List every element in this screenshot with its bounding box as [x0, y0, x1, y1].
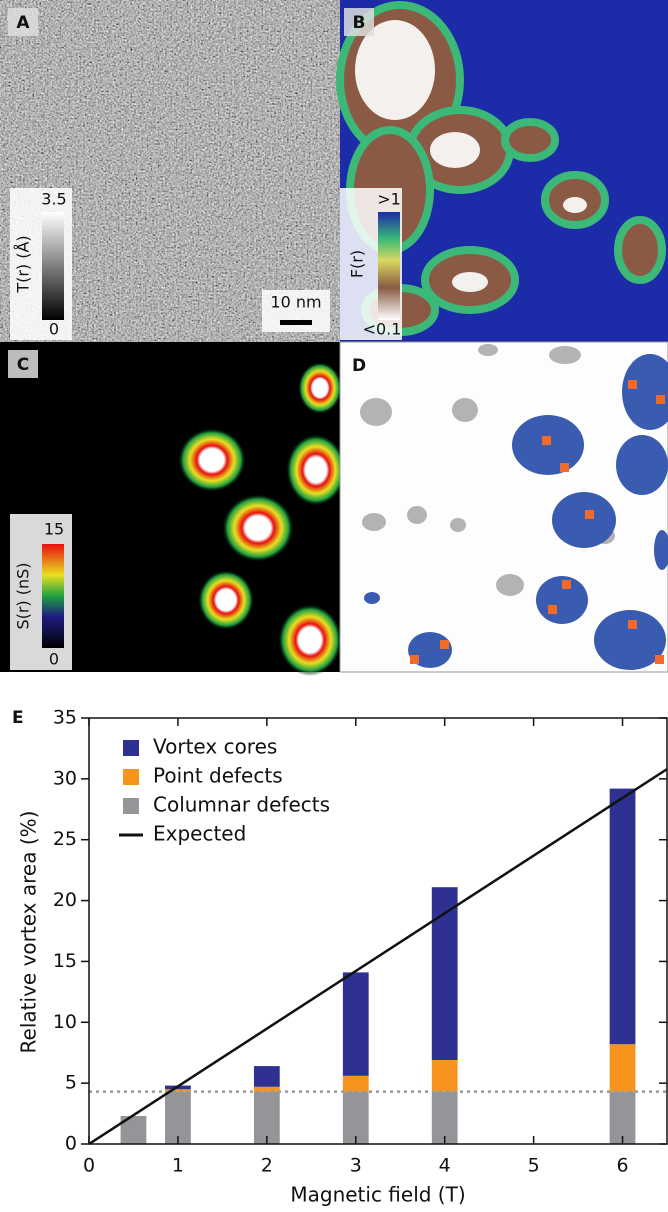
bar-segment [253, 1066, 280, 1087]
colorbar [42, 544, 64, 648]
chart: 0 5 10 15 20 25 30 35 0 1 2 3 4 5 6 Vortex cores Point d… [53, 707, 668, 1177]
legend-label: Expected [153, 822, 246, 846]
x-tick-label: 2 [261, 1155, 273, 1177]
y-axis-label: Relative vortex area (%) [17, 811, 41, 1054]
x-tick-label: 5 [528, 1155, 540, 1177]
vortex-cores-map [364, 354, 668, 670]
colorbar-min: 0 [49, 320, 59, 339]
image-d [339, 341, 668, 673]
point-defects-map [410, 380, 665, 664]
colorbar-max: 15 [44, 520, 64, 539]
bar-segment [165, 1089, 191, 1092]
bar-segment [431, 887, 458, 1061]
expected-line [88, 768, 668, 1146]
label-bg [8, 8, 38, 36]
colorbar-label: T(r) (Å) [14, 235, 33, 293]
colorbar-label: S(r) (nS) [14, 562, 33, 629]
bar-segment [165, 1091, 191, 1144]
bar-segment [609, 1044, 636, 1092]
y-tick-label: 25 [53, 828, 77, 850]
colorbar-min: 0 [49, 650, 59, 669]
map-b-highlights [355, 20, 587, 292]
colorbar [378, 212, 400, 320]
plot-frame [88, 717, 668, 1145]
legend-label: Columnar defects [153, 793, 330, 817]
legend-swatch [123, 740, 139, 756]
y-tick-label: 10 [53, 1011, 77, 1033]
y-tick-label: 5 [65, 1072, 77, 1094]
bar-segment [342, 1075, 369, 1092]
panel-label: A [16, 13, 30, 33]
y-tick-label: 35 [53, 707, 77, 729]
x-tick-label: 4 [439, 1155, 451, 1177]
panel-label: B [353, 13, 366, 33]
bar-segment [431, 1091, 458, 1144]
map-c [178, 362, 346, 676]
bar-segment [431, 1060, 458, 1092]
y-tick-label: 15 [53, 950, 77, 972]
panel-label: E [12, 708, 24, 728]
bar-segment [609, 788, 636, 1045]
colorbar [42, 212, 64, 320]
legend-label: Point defects [153, 764, 283, 788]
legend-swatch [123, 798, 139, 814]
colorbar-max: >1 [377, 190, 401, 209]
y-tick-label: 20 [53, 889, 77, 911]
x-tick-label: 3 [350, 1155, 362, 1177]
y-tick-label: 0 [65, 1133, 77, 1155]
x-tick-label: 0 [83, 1155, 95, 1177]
panel-label: D [352, 356, 366, 376]
colorbar-max: 3.5 [41, 190, 66, 209]
legend-swatch [123, 769, 139, 785]
panel-label: C [17, 355, 29, 375]
label-bg [344, 8, 374, 36]
colorbar-label: F(r) [348, 250, 367, 278]
bar-segment [609, 1091, 636, 1144]
x-tick-label: 1 [172, 1155, 184, 1177]
x-axis-label: Magnetic field (T) [290, 1183, 465, 1207]
legend-label: Vortex cores [153, 735, 277, 759]
colorbar-min: <0.1 [363, 320, 402, 339]
x-tick-label: 6 [616, 1155, 628, 1177]
label-bg [8, 350, 38, 378]
bar-segment [342, 972, 369, 1076]
scalebar-label: 10 nm [270, 293, 321, 312]
y-tick-label: 30 [53, 767, 77, 789]
bar-segment [253, 1086, 280, 1092]
bar-segment [342, 1091, 369, 1144]
bar-segment [253, 1091, 280, 1144]
scalebar [280, 320, 312, 325]
